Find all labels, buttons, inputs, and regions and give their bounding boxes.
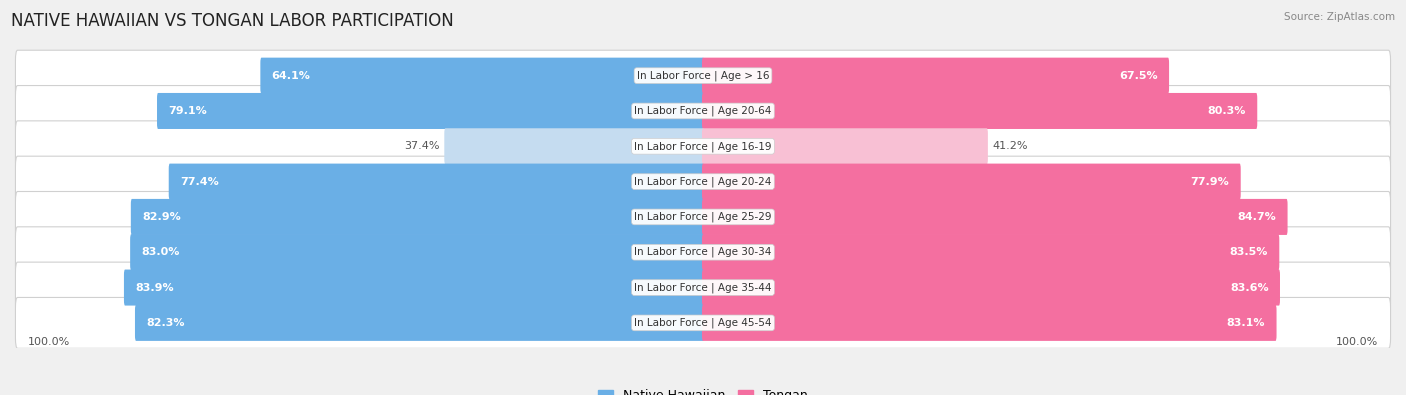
- Text: 82.9%: 82.9%: [142, 212, 181, 222]
- Text: In Labor Force | Age 35-44: In Labor Force | Age 35-44: [634, 282, 772, 293]
- Text: 41.2%: 41.2%: [993, 141, 1028, 151]
- Text: In Labor Force | Age 25-29: In Labor Force | Age 25-29: [634, 212, 772, 222]
- FancyBboxPatch shape: [15, 86, 1391, 136]
- Text: 83.5%: 83.5%: [1230, 247, 1268, 257]
- Text: 100.0%: 100.0%: [1336, 337, 1378, 347]
- Text: 100.0%: 100.0%: [28, 337, 70, 347]
- FancyBboxPatch shape: [124, 269, 704, 306]
- Text: 77.9%: 77.9%: [1191, 177, 1229, 186]
- FancyBboxPatch shape: [131, 234, 704, 270]
- Text: In Labor Force | Age 20-64: In Labor Force | Age 20-64: [634, 106, 772, 116]
- Text: NATIVE HAWAIIAN VS TONGAN LABOR PARTICIPATION: NATIVE HAWAIIAN VS TONGAN LABOR PARTICIP…: [11, 12, 454, 30]
- FancyBboxPatch shape: [15, 297, 1391, 348]
- FancyBboxPatch shape: [702, 58, 1168, 94]
- FancyBboxPatch shape: [702, 128, 988, 164]
- Text: In Labor Force | Age 45-54: In Labor Force | Age 45-54: [634, 318, 772, 328]
- Text: 83.6%: 83.6%: [1230, 282, 1268, 293]
- FancyBboxPatch shape: [135, 305, 704, 341]
- Legend: Native Hawaiian, Tongan: Native Hawaiian, Tongan: [593, 384, 813, 395]
- FancyBboxPatch shape: [702, 164, 1240, 199]
- FancyBboxPatch shape: [15, 121, 1391, 172]
- FancyBboxPatch shape: [15, 227, 1391, 278]
- Text: 82.3%: 82.3%: [146, 318, 184, 328]
- FancyBboxPatch shape: [15, 156, 1391, 207]
- Text: In Labor Force | Age > 16: In Labor Force | Age > 16: [637, 70, 769, 81]
- FancyBboxPatch shape: [702, 199, 1288, 235]
- FancyBboxPatch shape: [444, 128, 704, 164]
- FancyBboxPatch shape: [260, 58, 704, 94]
- FancyBboxPatch shape: [702, 93, 1257, 129]
- FancyBboxPatch shape: [15, 262, 1391, 313]
- Text: 80.3%: 80.3%: [1208, 106, 1246, 116]
- Text: Source: ZipAtlas.com: Source: ZipAtlas.com: [1284, 12, 1395, 22]
- Text: In Labor Force | Age 30-34: In Labor Force | Age 30-34: [634, 247, 772, 258]
- Text: 83.1%: 83.1%: [1226, 318, 1265, 328]
- Text: In Labor Force | Age 20-24: In Labor Force | Age 20-24: [634, 176, 772, 187]
- FancyBboxPatch shape: [15, 192, 1391, 243]
- FancyBboxPatch shape: [702, 305, 1277, 341]
- Text: 84.7%: 84.7%: [1237, 212, 1277, 222]
- FancyBboxPatch shape: [131, 199, 704, 235]
- Text: 64.1%: 64.1%: [271, 71, 311, 81]
- Text: 37.4%: 37.4%: [405, 141, 440, 151]
- FancyBboxPatch shape: [15, 50, 1391, 101]
- FancyBboxPatch shape: [702, 269, 1279, 306]
- Text: In Labor Force | Age 16-19: In Labor Force | Age 16-19: [634, 141, 772, 152]
- Text: 77.4%: 77.4%: [180, 177, 219, 186]
- Text: 83.9%: 83.9%: [135, 282, 174, 293]
- FancyBboxPatch shape: [169, 164, 704, 199]
- Text: 79.1%: 79.1%: [169, 106, 207, 116]
- Text: 83.0%: 83.0%: [142, 247, 180, 257]
- FancyBboxPatch shape: [702, 234, 1279, 270]
- FancyBboxPatch shape: [157, 93, 704, 129]
- Text: 67.5%: 67.5%: [1119, 71, 1157, 81]
